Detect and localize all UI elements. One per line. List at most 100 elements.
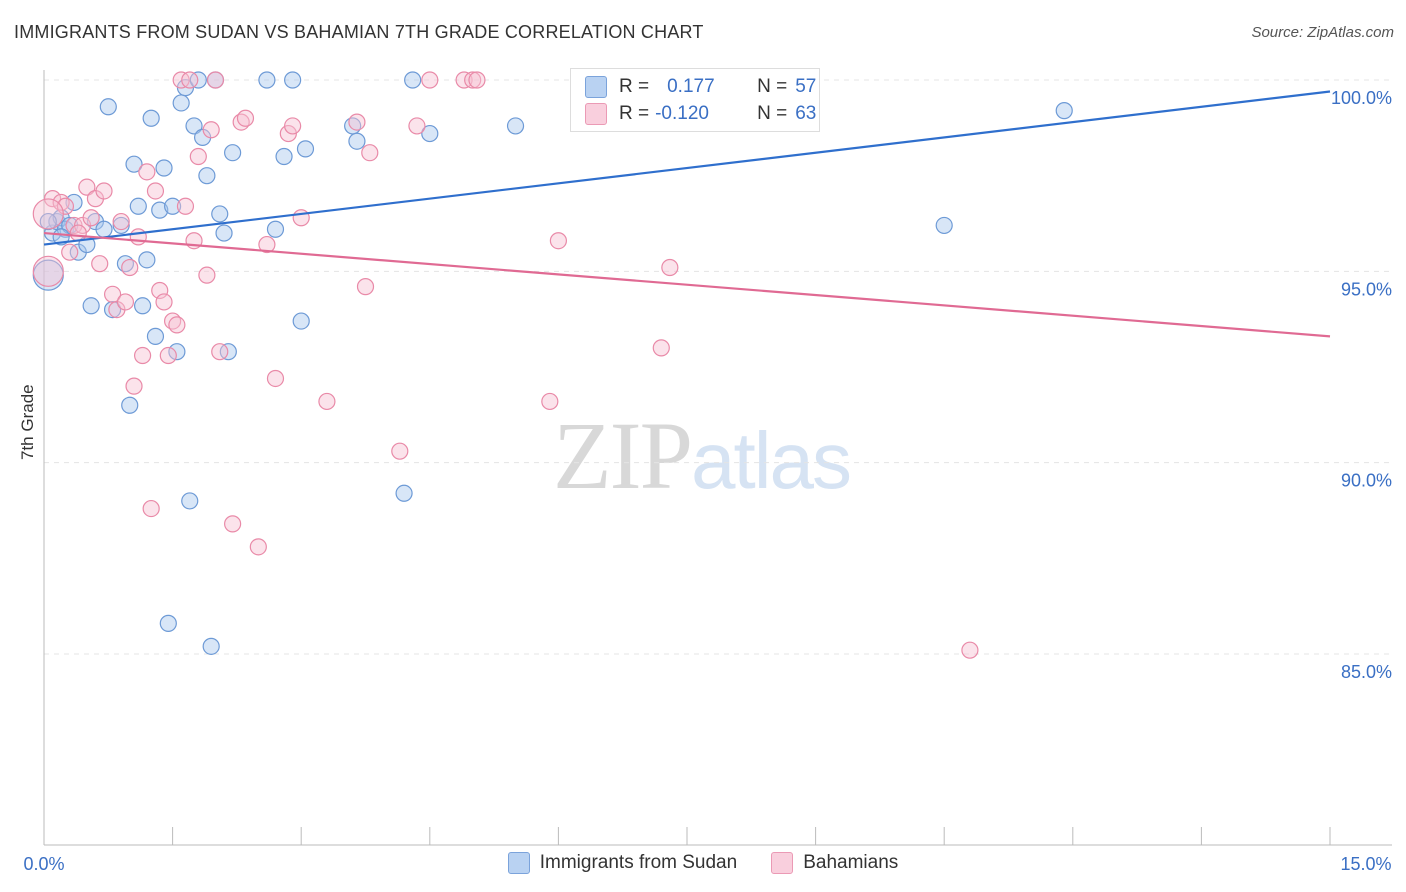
r-value: 0.177: [667, 76, 715, 97]
bahamians-point: [961, 641, 979, 659]
sudan-point: [95, 220, 113, 238]
sudan-point: [421, 124, 439, 143]
r-label: R =: [619, 103, 650, 124]
n-label: N =: [757, 76, 788, 97]
bahamians-point: [116, 293, 135, 311]
sudan-point: [121, 396, 139, 414]
sudan-swatch: [507, 852, 530, 874]
sudan-point: [258, 71, 276, 89]
legend-label-bahamians: Bahamians: [803, 852, 899, 873]
n-value: 63: [795, 103, 817, 124]
bahamians-point: [198, 266, 216, 284]
sudan-point: [168, 343, 186, 361]
bahamians-swatch: [585, 103, 607, 125]
sudan-point: [146, 327, 165, 345]
bahamians-point: [652, 339, 670, 357]
bahamians-point: [112, 212, 130, 231]
sudan-point: [266, 220, 285, 238]
r-value: -0.120: [655, 103, 709, 124]
bahamians-point: [78, 178, 96, 196]
bahamians-point: [43, 190, 62, 208]
sudan-point: [506, 117, 525, 135]
bahamians-point: [138, 163, 156, 181]
bahamians-point: [32, 255, 64, 287]
sudan-point: [296, 140, 315, 158]
x-tick-label: 0.0%: [23, 854, 64, 874]
bahamians-point: [91, 255, 109, 273]
sudan-trend-line: [43, 90, 1331, 246]
y-tick-label: 90.0%: [1341, 471, 1392, 491]
sudan-point: [348, 132, 366, 150]
sudan-point: [65, 193, 83, 212]
y-axis-label: 7th Grade: [18, 384, 37, 460]
bahamians-point: [661, 258, 679, 277]
sudan-point: [155, 159, 173, 177]
bahamians-point: [168, 316, 186, 334]
bahamians-point: [181, 71, 199, 89]
n-label: N =: [757, 103, 788, 124]
sudan-point: [133, 297, 152, 315]
stats-row-sudan: R = 0.177 N = 57: [585, 75, 816, 99]
stats-row-bahamians: R = -0.120 N = 63: [585, 102, 816, 126]
bahamians-point: [133, 346, 152, 365]
bahamians-point: [206, 71, 225, 89]
sudan-point: [284, 71, 302, 89]
sudan-point: [215, 224, 233, 242]
bahamians-point: [155, 293, 173, 311]
bahamians-point: [391, 442, 409, 460]
sudan-point: [181, 492, 199, 510]
bahamians-point: [421, 71, 439, 89]
bahamians-point: [56, 197, 75, 215]
bahamians-point: [125, 377, 143, 395]
stats-legend: R = 0.177 N = 57 R = -0.120 N = 63: [570, 68, 820, 132]
bahamians-point: [159, 346, 177, 365]
sudan-point: [99, 98, 117, 116]
bahamians-point: [348, 113, 366, 131]
bahamians-swatch: [771, 852, 794, 874]
sudan-point: [1055, 102, 1073, 120]
sudan-point: [935, 216, 953, 235]
sudan-point: [39, 212, 57, 231]
y-tick-label: 85.0%: [1341, 662, 1392, 682]
sudan-point: [112, 216, 130, 235]
sudan-point: [82, 297, 100, 315]
sudan-point: [292, 312, 310, 330]
sudan-point: [125, 155, 143, 173]
n-value: 57: [795, 76, 817, 97]
bahamians-point: [176, 197, 195, 215]
bahamians-point: [224, 515, 242, 533]
sudan-point: [164, 197, 182, 215]
bahamians-point: [284, 117, 302, 135]
bahamians-point: [189, 147, 207, 166]
legend-label-sudan: Immigrants from Sudan: [539, 852, 738, 873]
y-tick-label: 95.0%: [1341, 279, 1392, 299]
bahamians-point: [249, 538, 267, 556]
watermark: ZIPatlas: [553, 400, 852, 511]
watermark-zip: ZIP: [553, 402, 693, 509]
sudan-point: [224, 144, 242, 162]
bahamians-point: [318, 392, 336, 411]
sudan-point: [151, 201, 169, 219]
bahamians-point: [541, 392, 559, 411]
sudan-point: [172, 94, 190, 112]
y-tick-label: 100.0%: [1331, 88, 1392, 108]
x-tick-label: 15.0%: [1340, 854, 1391, 874]
bahamians-point: [82, 209, 100, 227]
bahamians-point: [61, 243, 79, 261]
legend-item-sudan: Immigrants from Sudan: [507, 852, 738, 874]
bahamians-point: [69, 224, 87, 242]
bahamians-point: [121, 258, 139, 277]
bahamians-point: [356, 278, 375, 296]
bahamians-point: [202, 121, 220, 139]
legend-item-bahamians: Bahamians: [771, 852, 898, 874]
sudan-point: [138, 251, 156, 269]
sudan-point: [142, 109, 160, 127]
bahamians-point: [549, 232, 568, 250]
bahamians-point: [464, 71, 482, 89]
sudan-point: [404, 71, 422, 89]
sudan-point: [202, 637, 220, 655]
bahamians-point: [266, 369, 285, 388]
bahamians-point: [129, 228, 147, 246]
sudan-point: [185, 117, 203, 135]
